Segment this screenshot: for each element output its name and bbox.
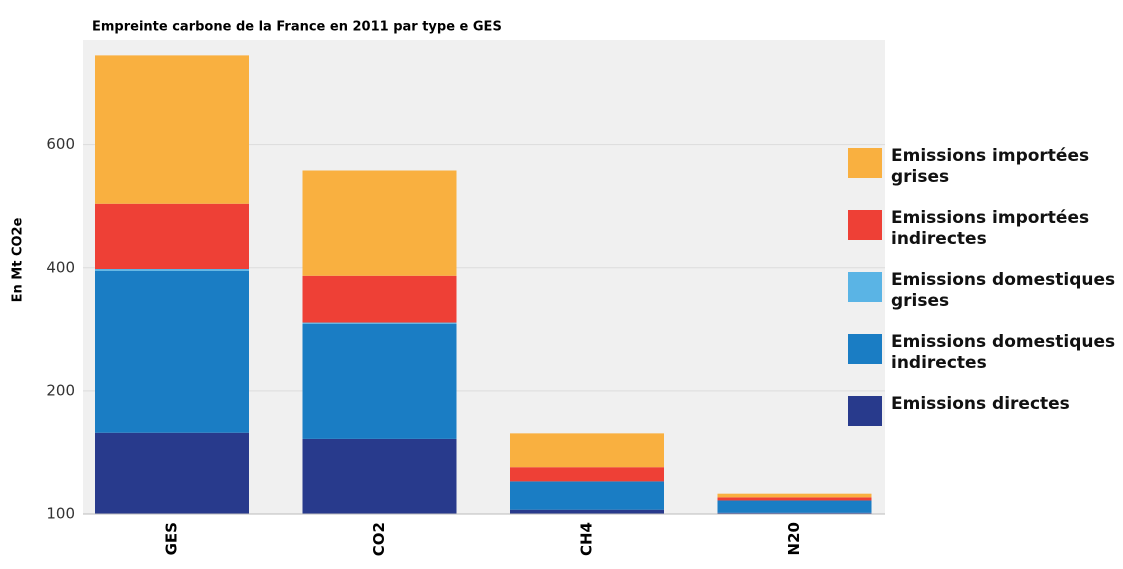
bar-segment [510, 433, 664, 468]
legend-label: Emissions domestiques grises [891, 270, 1116, 311]
legend-swatch [848, 396, 882, 426]
bar-segment [302, 275, 457, 323]
x-tick-label: GES [163, 522, 181, 555]
bar-segment [510, 467, 664, 482]
bar-segment [95, 432, 249, 514]
bar-segment [717, 493, 872, 498]
y-tick-label: 100 [46, 505, 75, 523]
y-tick-label: 400 [46, 258, 75, 276]
legend-swatch [848, 334, 882, 364]
x-tick-label: CO2 [370, 522, 388, 556]
bar-segment [510, 509, 664, 514]
bar-segment [95, 55, 249, 204]
legend-label: Emissions importées indirectes [891, 208, 1090, 249]
bar-segment [95, 268, 249, 271]
bar-segment [302, 323, 457, 439]
bar-segment [95, 270, 249, 433]
bar-segment [717, 497, 872, 501]
legend-label: Emissions directes [891, 394, 1070, 414]
y-axis-label: En Mt CO2e [11, 217, 26, 302]
chart-title: Empreinte carbone de la France en 2011 p… [92, 20, 502, 35]
legend-swatch [848, 272, 882, 302]
bar-segment [717, 500, 872, 513]
legend-swatch [848, 210, 882, 240]
bar-segment [510, 481, 664, 510]
x-tick-label: CH4 [578, 522, 596, 556]
y-tick-label: 600 [46, 135, 75, 153]
bar-segment [717, 512, 872, 514]
legend-label: Emissions domestiques indirectes [891, 332, 1116, 373]
bar-segment [95, 203, 249, 269]
bar-segment [302, 322, 457, 324]
x-tick-label: N20 [785, 522, 803, 555]
bar-segment [302, 170, 457, 276]
legend-label: Emissions importées grises [891, 146, 1090, 187]
bar-segment [302, 438, 457, 514]
legend-swatch [848, 148, 882, 178]
y-tick-label: 200 [46, 381, 75, 399]
